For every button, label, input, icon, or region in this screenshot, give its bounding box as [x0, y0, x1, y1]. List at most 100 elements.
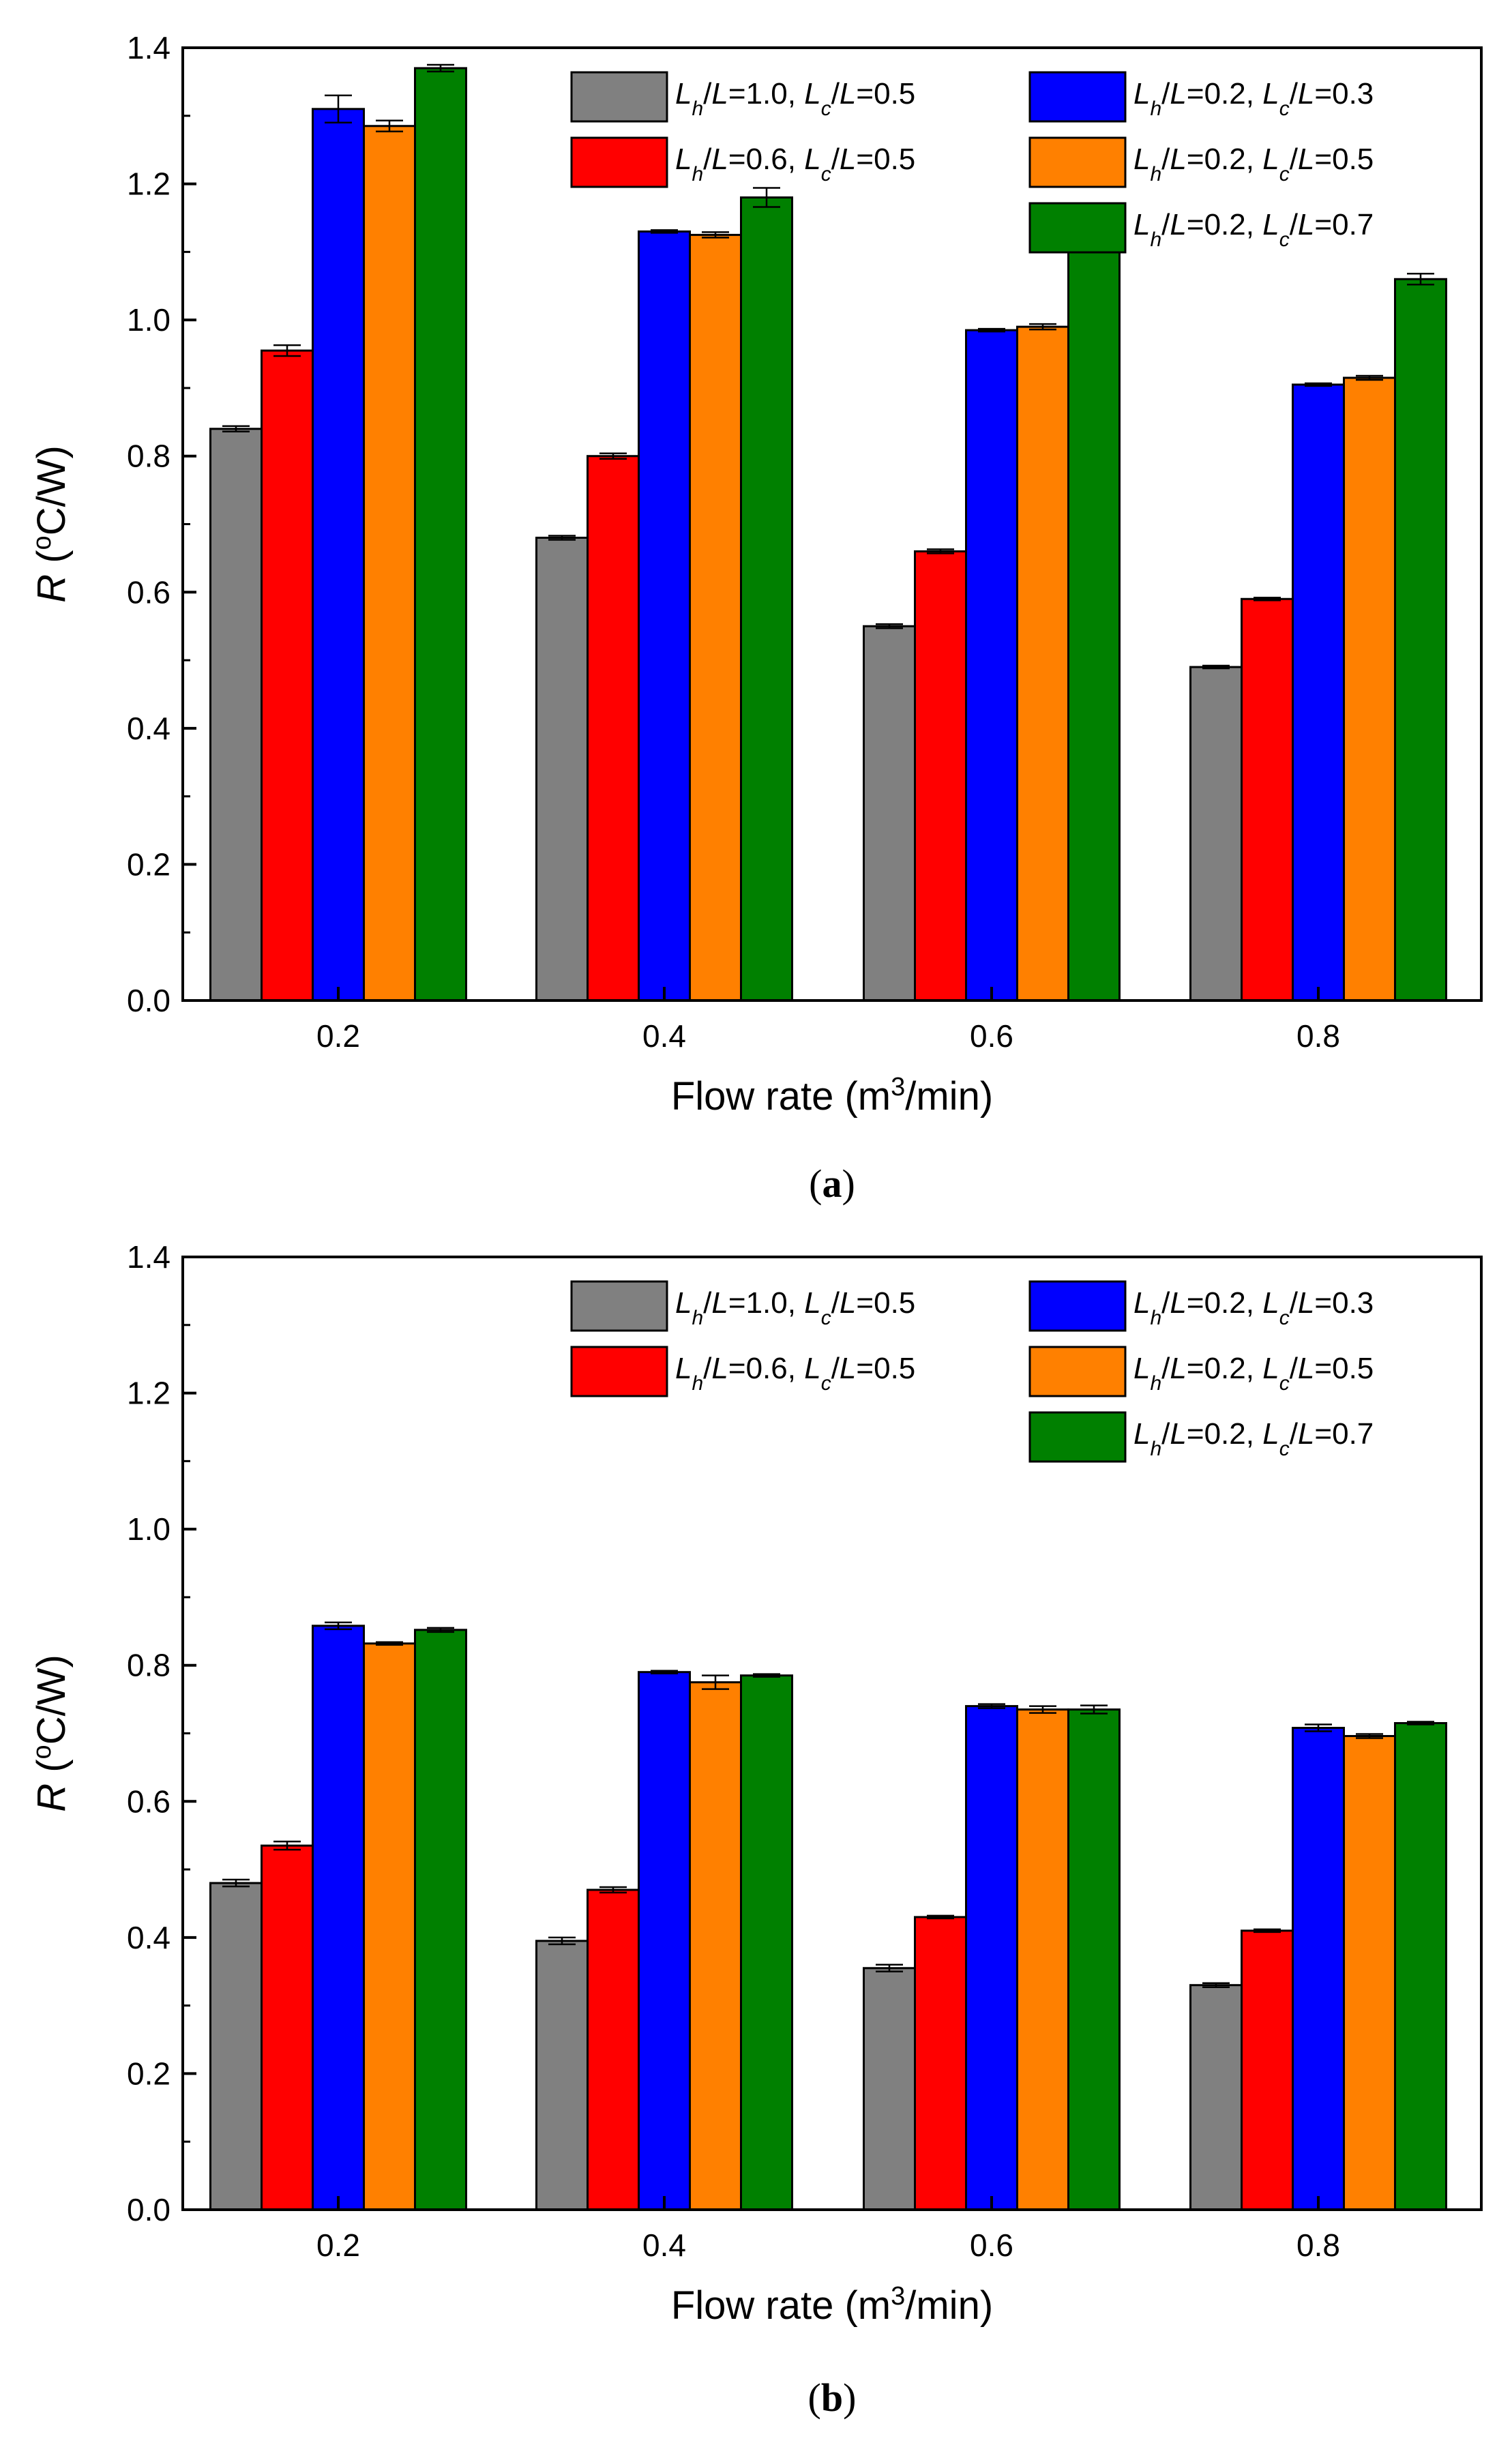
error-bar-b-s3-c4 [1305, 1723, 1332, 1732]
bar-b-s3-c2 [638, 1671, 691, 2211]
bar-b-s5-c1 [414, 1629, 467, 2211]
legend-swatch-b-5 [1028, 1411, 1127, 1463]
bar-b-s3-c3 [965, 1705, 1018, 2211]
error-bar-a-s1-c4 [1202, 664, 1230, 670]
error-bar-b-s2-c4 [1254, 1928, 1281, 1933]
x-axis-title-a: Flow rate (m3/min) [671, 1073, 993, 1118]
bar-b-s4-c3 [1016, 1708, 1069, 2211]
x-axis-title-b: Flow rate (m3/min) [671, 2282, 993, 2328]
y-tick-label-a: 0.2 [127, 846, 171, 882]
error-bar-a-s5-c1 [427, 63, 454, 73]
bar-b-s1-c3 [863, 1967, 916, 2211]
error-bar-b-s2-c3 [927, 1914, 954, 1920]
legend-label-b-4: Lh/L=0.2, Lc/L=0.5 [1133, 1352, 1374, 1395]
panel-caption-a: (a) [809, 1161, 855, 1206]
x-tick-label-a-4: 0.8 [1296, 1018, 1340, 1054]
legend-swatch-a-1 [570, 71, 668, 123]
bar-a-s3-c3 [965, 329, 1018, 1002]
y-tick-label-a: 1.0 [127, 302, 171, 338]
bar-a-s3-c1 [312, 108, 365, 1002]
bar-a-s2-c3 [914, 550, 967, 1002]
bar-a-s3-c2 [638, 230, 691, 1002]
legend-label-a-4: Lh/L=0.2, Lc/L=0.5 [1133, 143, 1374, 186]
bar-a-s2-c1 [261, 349, 314, 1002]
error-bar-a-s1-c3 [876, 623, 903, 629]
error-bar-b-s5-c3 [1080, 1704, 1108, 1715]
error-bar-b-s1-c3 [876, 1964, 903, 1972]
error-bar-a-s5-c2 [753, 187, 780, 208]
y-tick-label-b: 1.4 [127, 1239, 171, 1275]
y-tick-label-a: 0.8 [127, 439, 171, 474]
error-bar-b-s3-c1 [325, 1621, 352, 1631]
x-tick-label-a-3: 0.6 [970, 1018, 1013, 1054]
legend-label-a-2: Lh/L=0.6, Lc/L=0.5 [675, 143, 915, 186]
y-tick-label-b: 0.0 [127, 2192, 171, 2227]
bar-a-s4-c1 [363, 125, 416, 1002]
legend-swatch-b-3 [1028, 1280, 1127, 1332]
x-tick-label-a-1: 0.2 [316, 1018, 360, 1054]
error-bar-a-s4-c2 [702, 231, 729, 239]
error-bar-b-s2-c2 [599, 1886, 627, 1894]
error-bar-b-s5-c2 [753, 1673, 780, 1678]
legend-swatch-b-1 [570, 1280, 668, 1332]
error-bar-a-s3-c2 [651, 229, 678, 234]
bar-a-s5-c2 [740, 196, 793, 1002]
error-bar-b-s5-c4 [1407, 1721, 1434, 1725]
error-bar-a-s4-c3 [1029, 323, 1056, 331]
error-bar-a-s3-c1 [325, 94, 352, 124]
error-bar-a-s1-c1 [222, 425, 250, 433]
y-axis-title-a: R (oC/W) [28, 445, 74, 603]
chart-panel-b: 0.0 0.2 0.4 0.6 0.8 1.0 1.2 1.4 0.2 0.4 0.6 0.8 Flow… [28, 1239, 1483, 2420]
error-bar-a-s5-c4 [1407, 273, 1434, 286]
y-tick-label-b: 0.2 [127, 2056, 171, 2091]
y-tick-label-b: 0.4 [127, 1920, 171, 1955]
bar-b-s4-c2 [689, 1681, 742, 2211]
bar-a-s5-c1 [414, 67, 467, 1002]
bar-a-s5-c3 [1067, 243, 1121, 1002]
error-bar-a-s4-c4 [1356, 374, 1383, 381]
x-tick-label-b-1: 0.2 [316, 2227, 360, 2263]
panel-caption-b: (b) [808, 2375, 857, 2420]
bar-b-s4-c4 [1343, 1734, 1396, 2211]
legend-swatch-b-4 [1028, 1346, 1127, 1397]
legend-label-a-1: Lh/L=1.0, Lc/L=0.5 [675, 77, 915, 120]
bar-a-s1-c2 [535, 536, 589, 1002]
error-bar-a-s2-c4 [1254, 597, 1281, 602]
bar-b-s4-c1 [363, 1642, 416, 2211]
legend-label-b-1: Lh/L=1.0, Lc/L=0.5 [675, 1286, 915, 1329]
bar-b-s5-c2 [740, 1674, 793, 2211]
y-axis-title-b: R (oC/W) [28, 1655, 74, 1812]
x-tick-label-b-2: 0.4 [642, 2227, 686, 2263]
bar-a-s5-c4 [1394, 278, 1447, 1002]
y-tick-label-a: 1.4 [127, 30, 171, 65]
bar-b-s5-c3 [1067, 1708, 1121, 2211]
error-bar-b-s3-c2 [651, 1670, 678, 1674]
error-bar-b-s4-c2 [702, 1674, 729, 1690]
error-bar-a-s2-c1 [273, 344, 301, 357]
bar-a-s4-c3 [1016, 325, 1069, 1002]
error-bar-b-s4-c4 [1356, 1733, 1383, 1739]
error-bar-b-s1-c1 [222, 1878, 250, 1888]
error-bar-b-s2-c1 [273, 1840, 301, 1851]
bar-a-s3-c4 [1292, 383, 1345, 1002]
bar-a-s1-c4 [1189, 666, 1243, 1002]
legend-swatch-a-5 [1028, 202, 1127, 254]
chart-panel-a: 0.0 0.2 0.4 0.6 0.8 1.0 1.2 1.4 0.2 0.4 0.6 0.8 Flow… [28, 30, 1483, 1206]
error-bar-a-s3-c3 [978, 327, 1005, 333]
y-tick-label-b: 0.6 [127, 1783, 171, 1819]
x-tick-label-b-3: 0.6 [970, 2227, 1013, 2263]
bar-b-s1-c4 [1189, 1984, 1243, 2211]
bar-b-s3-c4 [1292, 1727, 1345, 2211]
error-bar-b-s1-c2 [548, 1936, 576, 1946]
error-bar-b-s4-c1 [376, 1641, 403, 1646]
error-bar-a-s2-c2 [599, 452, 627, 460]
legend-label-a-3: Lh/L=0.2, Lc/L=0.3 [1133, 77, 1374, 120]
bar-b-s1-c1 [209, 1882, 263, 2211]
error-bar-b-s3-c3 [978, 1703, 1005, 1709]
y-tick-label-a: 0.6 [127, 574, 171, 610]
bar-a-s2-c4 [1241, 597, 1294, 1002]
bar-a-s4-c4 [1343, 376, 1396, 1002]
bar-b-s3-c1 [312, 1625, 365, 2211]
x-tick-label-a-2: 0.4 [642, 1018, 686, 1054]
y-tick-label-b: 1.0 [127, 1511, 171, 1547]
